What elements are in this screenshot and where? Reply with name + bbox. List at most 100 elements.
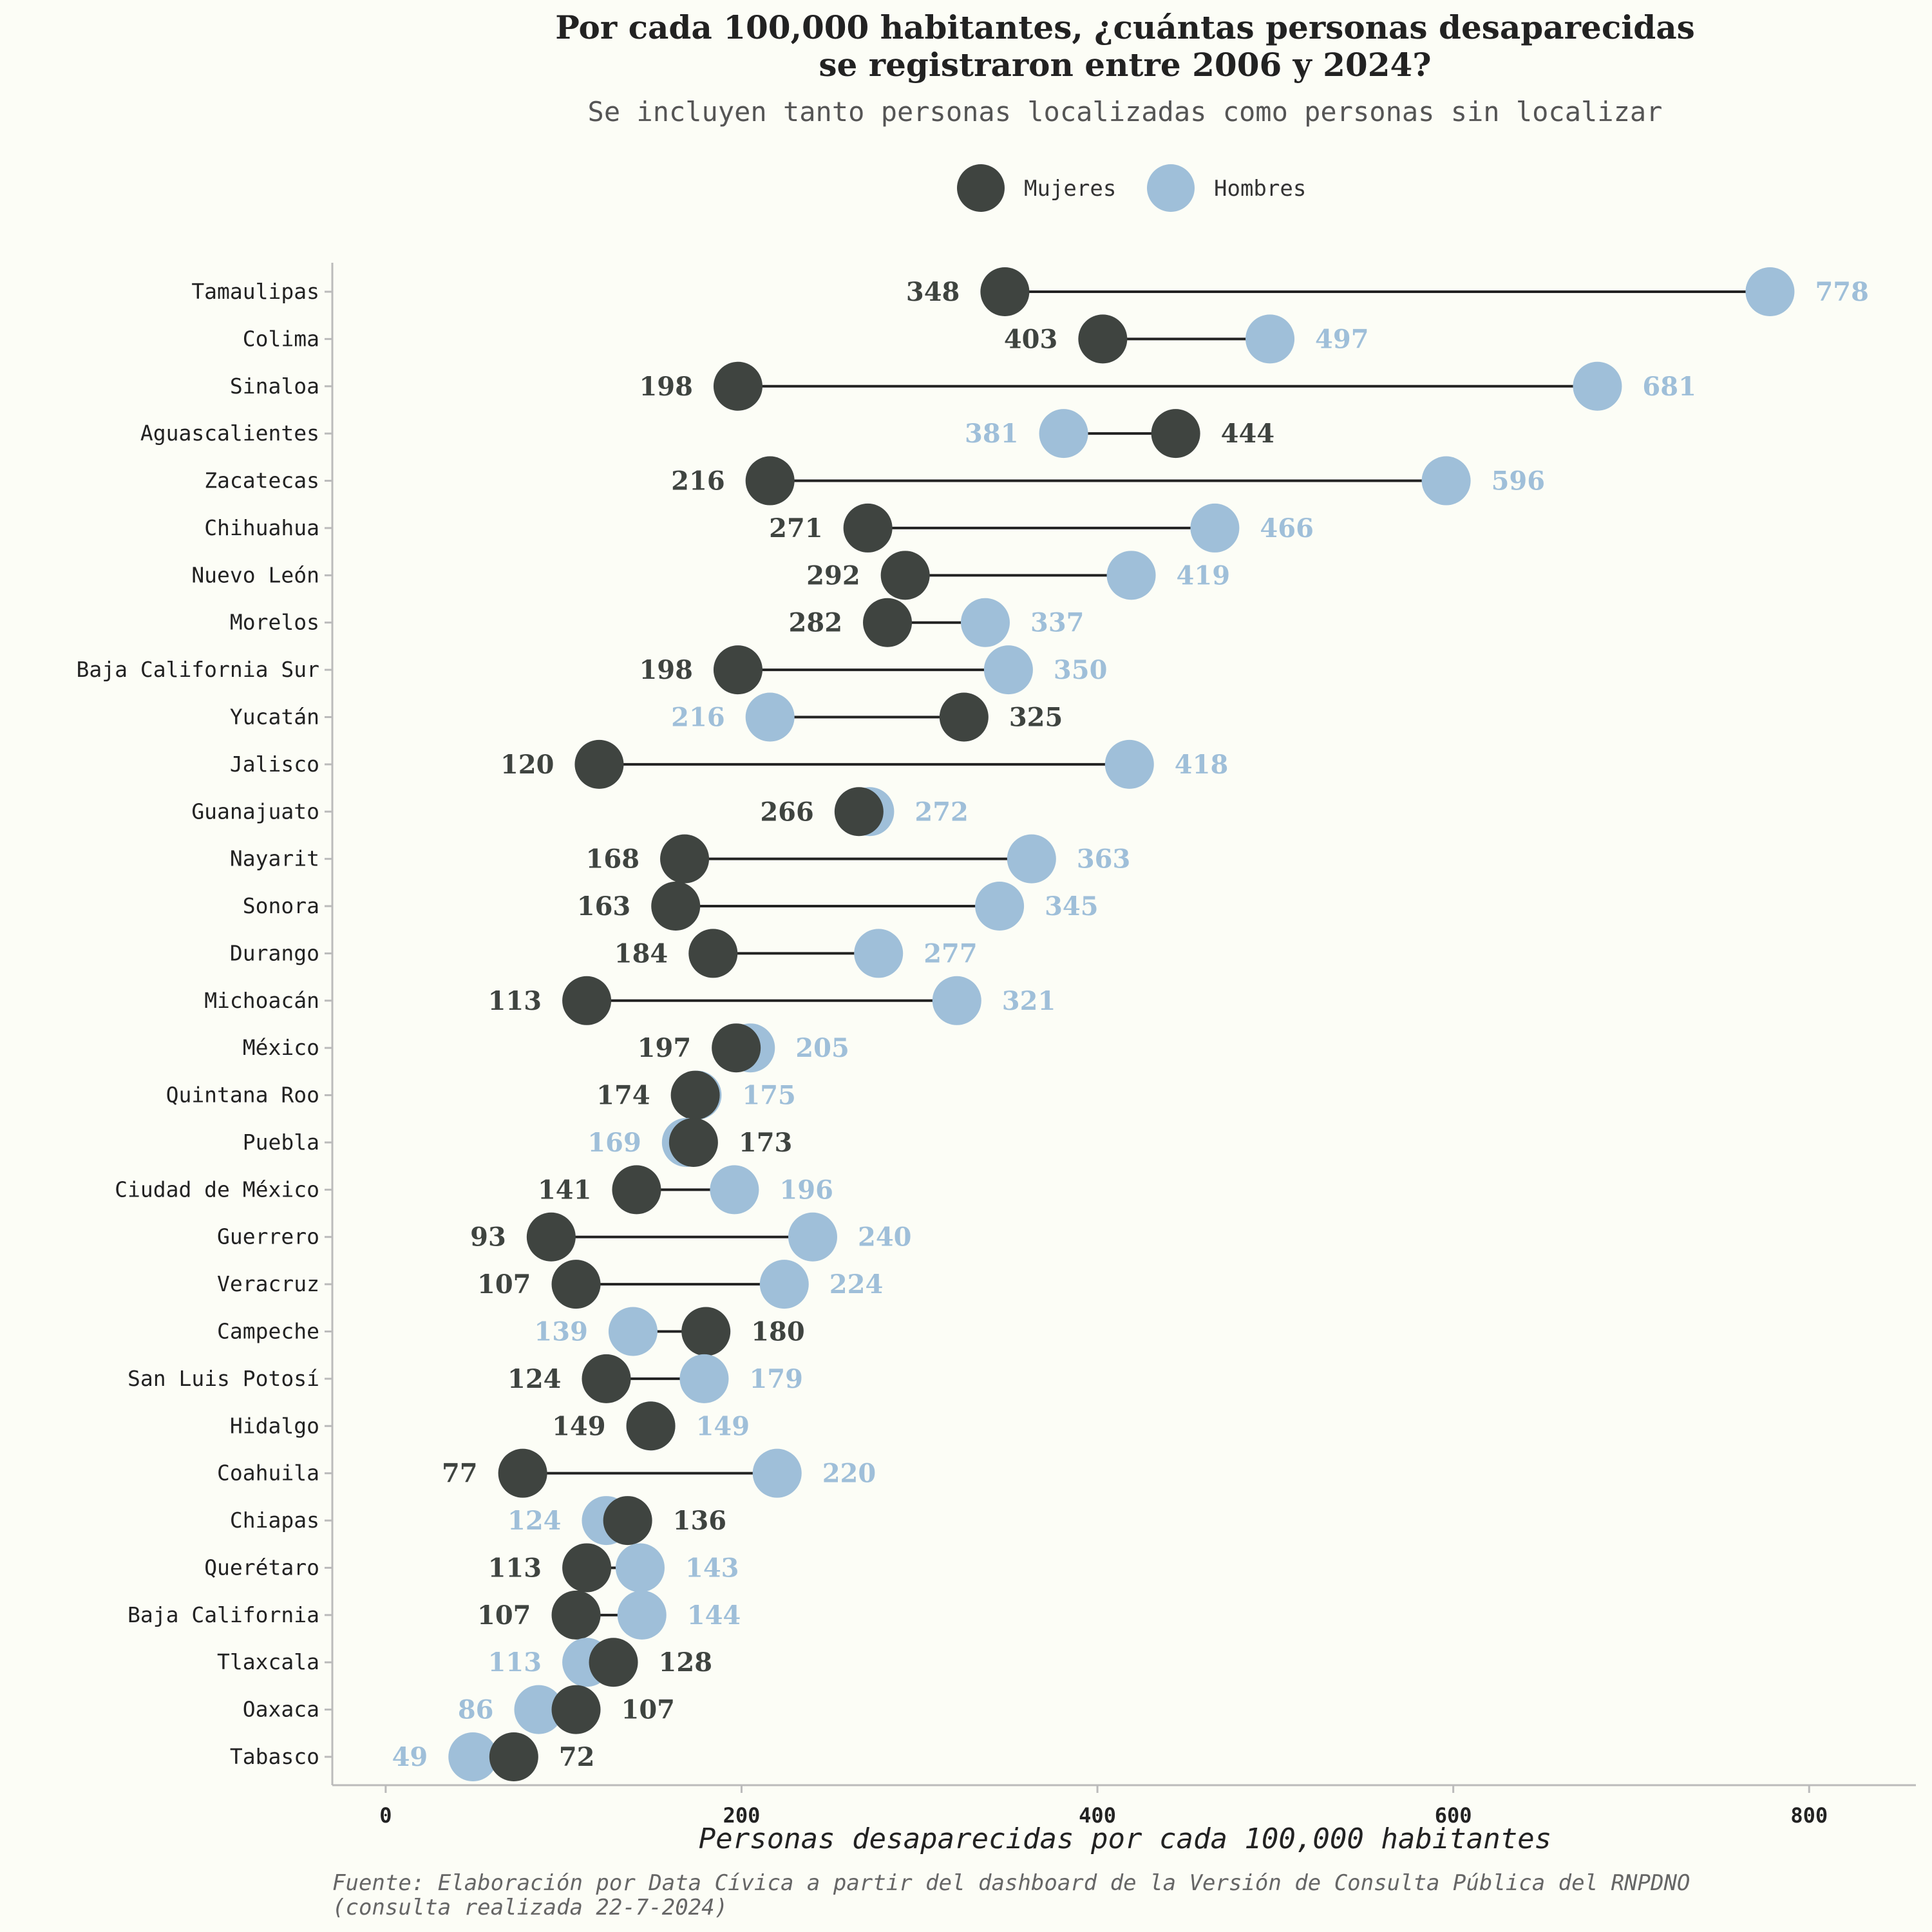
value-label-mujeres: 136 bbox=[673, 1506, 727, 1536]
row-puebla: Puebla 173 169 bbox=[243, 1117, 792, 1167]
value-label-mujeres: 107 bbox=[477, 1600, 531, 1631]
value-label-hombres: 418 bbox=[1175, 750, 1229, 780]
point-mujeres bbox=[562, 976, 612, 1025]
value-label-mujeres: 107 bbox=[621, 1695, 676, 1725]
category-label: Aguascalientes bbox=[140, 421, 319, 446]
x-tick-label: 800 bbox=[1790, 1803, 1828, 1828]
point-mujeres bbox=[551, 1685, 601, 1734]
category-label: Yucatán bbox=[230, 704, 319, 729]
point-mujeres bbox=[670, 1070, 720, 1120]
value-label-mujeres: 174 bbox=[596, 1081, 650, 1111]
point-hombres bbox=[788, 1212, 837, 1262]
row-tamaulipas: Tamaulipas 348 778 bbox=[191, 267, 1869, 316]
row-sonora: Sonora 163 345 bbox=[243, 882, 1099, 931]
value-label-hombres: 596 bbox=[1492, 466, 1546, 497]
row-nuevo-león: Nuevo León 292 419 bbox=[191, 551, 1230, 600]
point-mujeres bbox=[489, 1732, 538, 1781]
value-label-hombres: 337 bbox=[1030, 608, 1084, 638]
point-mujeres bbox=[551, 1260, 601, 1309]
category-label: Morelos bbox=[230, 610, 319, 635]
value-label-mujeres: 168 bbox=[586, 844, 640, 875]
value-label-mujeres: 271 bbox=[769, 513, 823, 544]
point-mujeres bbox=[863, 598, 913, 647]
point-mujeres bbox=[713, 645, 762, 695]
chart-title-line-1: Por cada 100,000 habitantes, ¿cuántas pe… bbox=[555, 8, 1695, 46]
row-tabasco: Tabasco 72 49 bbox=[230, 1732, 594, 1781]
row-chiapas: Chiapas 136 124 bbox=[230, 1496, 727, 1546]
category-label: México bbox=[243, 1035, 319, 1060]
row-campeche: Campeche 180 139 bbox=[217, 1307, 805, 1356]
category-label: Zacatecas bbox=[204, 468, 319, 493]
value-label-hombres: 497 bbox=[1315, 324, 1369, 354]
category-label: Tabasco bbox=[230, 1744, 319, 1769]
point-hombres bbox=[759, 1260, 809, 1309]
point-hombres bbox=[745, 692, 795, 742]
point-hombres bbox=[1106, 551, 1156, 600]
point-mujeres bbox=[603, 1496, 652, 1546]
value-label-mujeres: 93 bbox=[470, 1222, 506, 1253]
point-mujeres bbox=[834, 787, 884, 837]
category-label: Sonora bbox=[243, 893, 319, 918]
point-mujeres bbox=[651, 882, 701, 931]
point-hombres bbox=[1421, 456, 1471, 506]
value-label-mujeres: 348 bbox=[906, 277, 960, 307]
category-label: Puebla bbox=[243, 1130, 319, 1155]
row-michoacán: Michoacán 113 321 bbox=[204, 976, 1056, 1025]
row-querétaro: Querétaro 113 143 bbox=[204, 1543, 739, 1593]
point-mujeres bbox=[980, 267, 1030, 316]
category-label: Tamaulipas bbox=[191, 279, 319, 304]
x-tick-label: 0 bbox=[379, 1803, 392, 1828]
value-label-mujeres: 163 bbox=[577, 891, 631, 922]
point-hombres bbox=[710, 1165, 759, 1215]
value-label-mujeres: 184 bbox=[614, 938, 668, 969]
row-durango: Durango 184 277 bbox=[230, 929, 978, 978]
legend-swatch-hombres bbox=[1147, 164, 1195, 212]
x-tick-label: 400 bbox=[1079, 1803, 1116, 1828]
value-label-hombres: 224 bbox=[829, 1269, 884, 1300]
value-label-hombres: 216 bbox=[671, 702, 725, 732]
point-hombres bbox=[617, 1590, 667, 1640]
category-label: Nuevo León bbox=[191, 562, 319, 587]
point-hombres bbox=[1745, 267, 1795, 316]
category-label: Guerrero bbox=[217, 1224, 319, 1249]
point-mujeres bbox=[713, 361, 762, 411]
point-hombres bbox=[932, 976, 981, 1025]
row-veracruz: Veracruz 107 224 bbox=[217, 1260, 883, 1309]
row-san-luis-potosí: San Luis Potosí 124 179 bbox=[128, 1354, 803, 1403]
category-label: Querétaro bbox=[204, 1555, 319, 1580]
value-label-hombres: 175 bbox=[742, 1081, 796, 1111]
value-label-mujeres: 266 bbox=[760, 797, 814, 827]
point-mujeres bbox=[843, 503, 893, 553]
value-label-mujeres: 282 bbox=[789, 608, 843, 638]
value-label-mujeres: 325 bbox=[1009, 702, 1063, 732]
point-hombres bbox=[960, 598, 1010, 647]
point-mujeres bbox=[526, 1212, 576, 1262]
row-quintana-roo: Quintana Roo 174 175 bbox=[166, 1070, 796, 1120]
category-label: Ciudad de México bbox=[115, 1177, 319, 1202]
point-hombres bbox=[615, 1543, 665, 1593]
point-mujeres bbox=[574, 739, 624, 789]
category-label: Chiapas bbox=[230, 1508, 319, 1533]
point-hombres bbox=[679, 1354, 729, 1403]
category-label: Chihuahua bbox=[204, 515, 319, 540]
point-mujeres bbox=[498, 1448, 547, 1498]
value-label-hombres: 113 bbox=[488, 1647, 542, 1678]
value-label-hombres: 350 bbox=[1054, 655, 1108, 685]
value-label-mujeres: 124 bbox=[507, 1364, 562, 1394]
point-hombres bbox=[752, 1448, 802, 1498]
value-label-hombres: 139 bbox=[534, 1317, 588, 1347]
point-hombres bbox=[608, 1307, 658, 1356]
point-mujeres bbox=[1151, 409, 1200, 459]
value-label-mujeres: 113 bbox=[488, 1553, 542, 1583]
point-mujeres bbox=[660, 834, 710, 884]
row-zacatecas: Zacatecas 216 596 bbox=[204, 456, 1546, 506]
point-mujeres bbox=[626, 1401, 676, 1451]
row-chihuahua: Chihuahua 271 466 bbox=[204, 503, 1314, 553]
point-mujeres bbox=[582, 1354, 631, 1403]
point-mujeres bbox=[551, 1590, 601, 1640]
category-label: Veracruz bbox=[217, 1271, 319, 1296]
category-label: San Luis Potosí bbox=[128, 1366, 319, 1391]
value-label-hombres: 466 bbox=[1260, 513, 1314, 544]
point-mujeres bbox=[745, 456, 795, 506]
